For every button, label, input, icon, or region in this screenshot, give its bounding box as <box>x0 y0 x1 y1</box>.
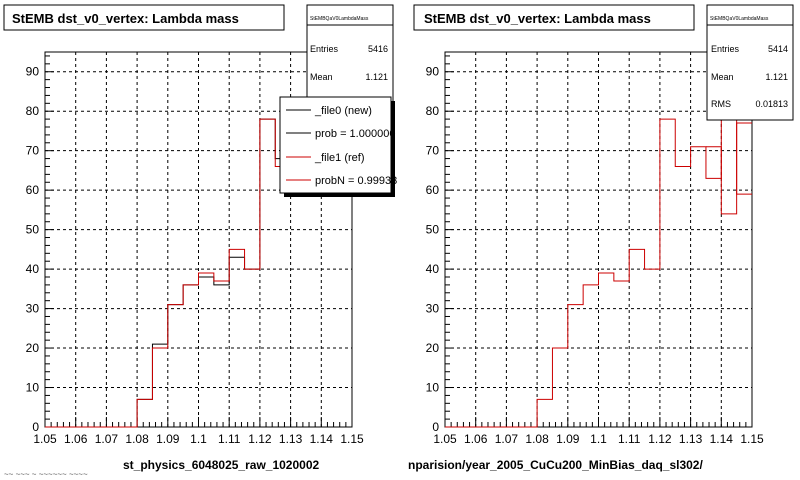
left-stats-box: StEMBQaV0LambdaMass Entries 5416 Mean 1.… <box>306 4 394 106</box>
y-tick-label: 70 <box>426 144 440 158</box>
left-stats-mean-value: 1.121 <box>365 72 388 82</box>
left-x-axis: 1.05 1.06 1.07 1.08 1.09 1.1 1.11 1.12 1.13 1.14 1… <box>33 417 364 446</box>
right-x-axis: 1.05 1.06 1.07 1.08 1.09 1.1 1.11 1.12 1.13 1.14 1… <box>433 417 764 446</box>
x-tick-label: 1.07 <box>495 432 519 446</box>
right-xlabel: nparision/year_2005_CuCu200_MinBias_daq_… <box>408 458 703 472</box>
y-tick-label: 50 <box>426 223 440 237</box>
x-tick-label: 1.1 <box>190 432 207 446</box>
legend-entry-new: _file0 (new) <box>314 105 372 117</box>
y-tick-label: 80 <box>26 104 40 118</box>
x-tick-label: 1.08 <box>125 432 149 446</box>
y-tick-label: 30 <box>426 302 440 316</box>
left-y-axis: 0 10 20 30 40 50 60 70 80 90 <box>26 55 54 434</box>
left-panel: StEMB dst_v0_vertex: Lambda mass 0 10 20 30… <box>0 0 397 479</box>
left-stats-mean-label: Mean <box>310 72 333 82</box>
right-panel: StEMB dst_v0_vertex: Lambda mass 0 10 20 30… <box>400 0 800 472</box>
y-tick-label: 90 <box>26 65 40 79</box>
right-title-box <box>413 4 695 31</box>
left-stats-title: StEMBQaV0LambdaMass <box>310 16 369 22</box>
left-stats-entries-value: 5416 <box>368 44 388 54</box>
right-histograms <box>445 71 752 428</box>
legend-entry-prob: prob = 1.000000 <box>315 128 395 140</box>
x-tick-label: 1.12 <box>648 432 672 446</box>
x-tick-label: 1.08 <box>525 432 549 446</box>
left-title: StEMB dst_v0_vertex: Lambda mass <box>12 11 239 26</box>
x-tick-label: 1.05 <box>33 432 57 446</box>
x-tick-label: 1.05 <box>433 432 457 446</box>
left-footer-text: ~~ ~~~ ~ ~~~~~~ ~~~~ <box>4 470 88 479</box>
x-tick-label: 1.11 <box>618 432 641 446</box>
y-tick-label: 90 <box>426 65 440 79</box>
legend-entry-probn: probN = 0.99933 <box>315 175 397 187</box>
x-tick-label: 1.06 <box>64 432 88 446</box>
y-tick-label: 50 <box>26 223 40 237</box>
x-tick-label: 1.09 <box>556 432 580 446</box>
y-tick-label: 10 <box>426 381 440 395</box>
right-stats-title: StEMBQaV0LambdaMass <box>710 16 769 22</box>
legend-entry-ref: _file1 (ref) <box>314 152 365 164</box>
y-tick-label: 20 <box>426 341 440 355</box>
y-tick-label: 40 <box>26 262 40 276</box>
y-tick-label: 20 <box>26 341 40 355</box>
y-tick-label: 30 <box>26 302 40 316</box>
y-tick-label: 0 <box>32 420 39 434</box>
x-tick-label: 1.1 <box>590 432 607 446</box>
histogram-tail <box>705 122 752 215</box>
left-stats-entries-label: Entries <box>310 44 339 54</box>
histogram-ref <box>445 71 752 428</box>
y-tick-label: 80 <box>426 104 440 118</box>
left-title-box <box>3 4 285 31</box>
y-tick-label: 70 <box>26 144 40 158</box>
right-stats-mean-value: 1.121 <box>765 72 788 82</box>
x-tick-label: 1.15 <box>340 432 364 446</box>
right-stats-entries-label: Entries <box>711 44 740 54</box>
y-tick-label: 0 <box>432 420 439 434</box>
x-tick-label: 1.09 <box>156 432 180 446</box>
x-tick-label: 1.07 <box>95 432 119 446</box>
y-tick-label: 40 <box>426 262 440 276</box>
y-tick-label: 10 <box>26 381 40 395</box>
x-tick-label: 1.11 <box>218 432 241 446</box>
right-stats-mean-label: Mean <box>711 72 734 82</box>
right-y-axis: 0 10 20 30 40 50 60 70 80 90 <box>426 55 454 434</box>
x-tick-label: 1.06 <box>464 432 488 446</box>
y-tick-label: 60 <box>26 183 40 197</box>
right-title: StEMB dst_v0_vertex: Lambda mass <box>424 11 651 26</box>
right-stats-entries-value: 5414 <box>768 44 788 54</box>
x-tick-label: 1.15 <box>740 432 764 446</box>
left-legend: _file0 (new) prob = 1.000000 _file1 (ref… <box>279 96 397 197</box>
x-tick-label: 1.13 <box>679 432 703 446</box>
right-stats-box: StEMBQaV0LambdaMass Entries 5414 Mean 1.… <box>706 4 794 121</box>
x-tick-label: 1.13 <box>279 432 303 446</box>
x-tick-label: 1.12 <box>248 432 272 446</box>
x-tick-label: 1.14 <box>710 432 734 446</box>
x-tick-label: 1.14 <box>310 432 334 446</box>
right-stats-rms-value: 0.01813 <box>755 99 788 109</box>
left-xlabel: st_physics_6048025_raw_1020002 <box>123 458 319 472</box>
right-stats-rms-label: RMS <box>711 99 731 109</box>
y-tick-label: 60 <box>426 183 440 197</box>
